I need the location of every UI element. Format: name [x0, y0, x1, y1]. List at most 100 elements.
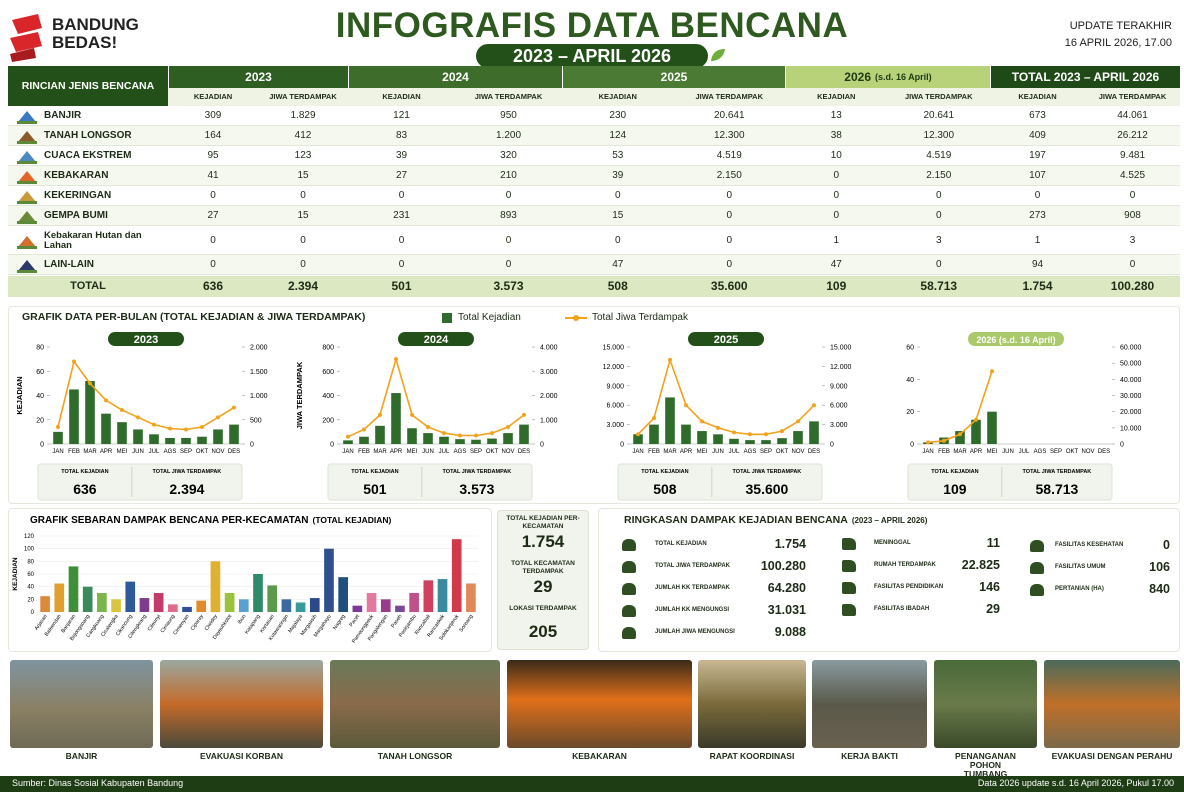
bar	[168, 604, 178, 612]
sub-column-header: JIWA TERDAMPAK	[258, 88, 348, 106]
subtitle-pill: 2023 – APRIL 2026	[476, 44, 708, 68]
bar	[713, 434, 723, 444]
line-point	[72, 360, 76, 364]
monthly-charts: 202302040608005001.0001.5002.000KEJADIAN…	[0, 322, 1184, 502]
summary-value: 0	[1090, 538, 1170, 552]
cell-value: 12.300	[899, 126, 979, 146]
bar	[117, 422, 127, 444]
total-value: 109	[796, 276, 876, 297]
y2-tick-label: 1.500	[250, 369, 268, 376]
y-tick-label: 12.000	[603, 364, 625, 371]
cell-value: 0	[796, 166, 876, 186]
bar	[395, 606, 405, 612]
month-label: JUL	[149, 449, 160, 455]
bar	[649, 425, 659, 444]
summary-icon	[622, 561, 636, 573]
y-tick-label: 0	[40, 442, 44, 449]
cell-value: 0	[899, 255, 979, 275]
photo-caption: RAPAT KOORDINASI	[698, 752, 806, 761]
total-value: 2.394	[169, 481, 204, 497]
cell-value: 320	[469, 146, 549, 166]
y-tick-label: 400	[322, 393, 334, 400]
y2-tick-label: 50.000	[1120, 361, 1142, 368]
cell-value: 1.200	[469, 126, 549, 146]
summary-label: JUMLAH JIWA MENGUNGSI	[655, 629, 735, 635]
bar	[359, 437, 369, 444]
row-icon	[16, 233, 38, 249]
cell-value: 0	[796, 186, 876, 206]
month-label: JUL	[439, 449, 450, 455]
period-header: 2024	[348, 66, 562, 88]
cell-value: 1	[998, 226, 1078, 255]
cell-value: 0	[689, 186, 769, 206]
summary-label: JUMLAH KK TERDAMPAK	[655, 585, 730, 591]
line-point	[926, 440, 930, 444]
summary-label: JUMLAH KK MENGUNGSI	[655, 607, 729, 613]
month-label: JAN	[922, 449, 933, 455]
line-point	[394, 357, 398, 361]
y-tick-label: 20	[27, 597, 34, 603]
table-header-label: RINCIAN JENIS BENCANA	[8, 66, 168, 106]
month-label: OKT	[486, 449, 499, 455]
cell-value: 124	[578, 126, 658, 146]
period-label: 2023	[245, 70, 272, 84]
y2-tick-label: 0	[540, 442, 544, 449]
cell-value: 2.150	[689, 166, 769, 186]
month-label: FEB	[358, 449, 370, 455]
bar	[196, 601, 206, 612]
month-label: DES	[808, 449, 820, 455]
bar	[296, 603, 306, 613]
total-value: 636	[73, 481, 97, 497]
period-header: 2026(s.d. 16 April)	[785, 66, 990, 88]
month-label: JAN	[52, 449, 63, 455]
bar	[282, 599, 292, 612]
photo-caption: EVAKUASI DENGAN PERAHU	[1044, 752, 1180, 761]
bar	[310, 598, 320, 612]
line-point	[716, 426, 720, 430]
chart-subtitle: (TOTAL KEJADIAN)	[313, 515, 392, 525]
total-value: 501	[363, 481, 387, 497]
sub-column-header: JIWA TERDAMPAK	[1085, 88, 1180, 106]
month-label: APR	[680, 449, 693, 455]
cell-value: 39	[362, 146, 442, 166]
y2-tick-label: 6.000	[830, 403, 848, 410]
month-label: OKT	[196, 449, 209, 455]
cell-value: 0	[469, 226, 549, 255]
cell-value: 39	[578, 166, 658, 186]
y2-tick-label: 30.000	[1120, 393, 1142, 400]
cell-value: 412	[263, 126, 343, 146]
line-point	[346, 435, 350, 439]
bar	[229, 425, 239, 444]
y-tick-label: 0	[910, 442, 914, 449]
line-point	[812, 403, 816, 407]
bar	[438, 579, 448, 612]
summary-value: 64.280	[726, 581, 806, 595]
summary-value: 31.031	[726, 603, 806, 617]
month-label: MEI	[697, 449, 708, 455]
y2-tick-label: 3.000	[540, 369, 558, 376]
month-label: SEP	[1050, 449, 1062, 455]
summary-value: 106	[1090, 560, 1170, 574]
bar	[503, 433, 513, 444]
x-tick-label: Paseh	[390, 614, 403, 630]
cell-value: 20.641	[689, 106, 769, 126]
total-value: 58.713	[1036, 481, 1079, 497]
month-label: MAR	[953, 449, 967, 455]
photo	[1044, 660, 1180, 748]
bar	[439, 437, 449, 444]
month-label: MAR	[373, 449, 387, 455]
cell-value: 15	[263, 166, 343, 186]
cell-value: 121	[362, 106, 442, 126]
bar	[343, 440, 353, 444]
month-label: DES	[518, 449, 530, 455]
line-point	[748, 432, 752, 436]
month-label: JUL	[729, 449, 740, 455]
summary-value: 11	[920, 536, 1000, 550]
total-label: TOTAL KEJADIAN	[641, 469, 688, 475]
cell-value: 893	[469, 206, 549, 226]
line-point	[378, 413, 382, 417]
bar	[181, 438, 191, 444]
bar	[466, 584, 476, 613]
period-label: 2026	[844, 70, 871, 84]
photo-caption: BANJIR	[10, 752, 153, 761]
